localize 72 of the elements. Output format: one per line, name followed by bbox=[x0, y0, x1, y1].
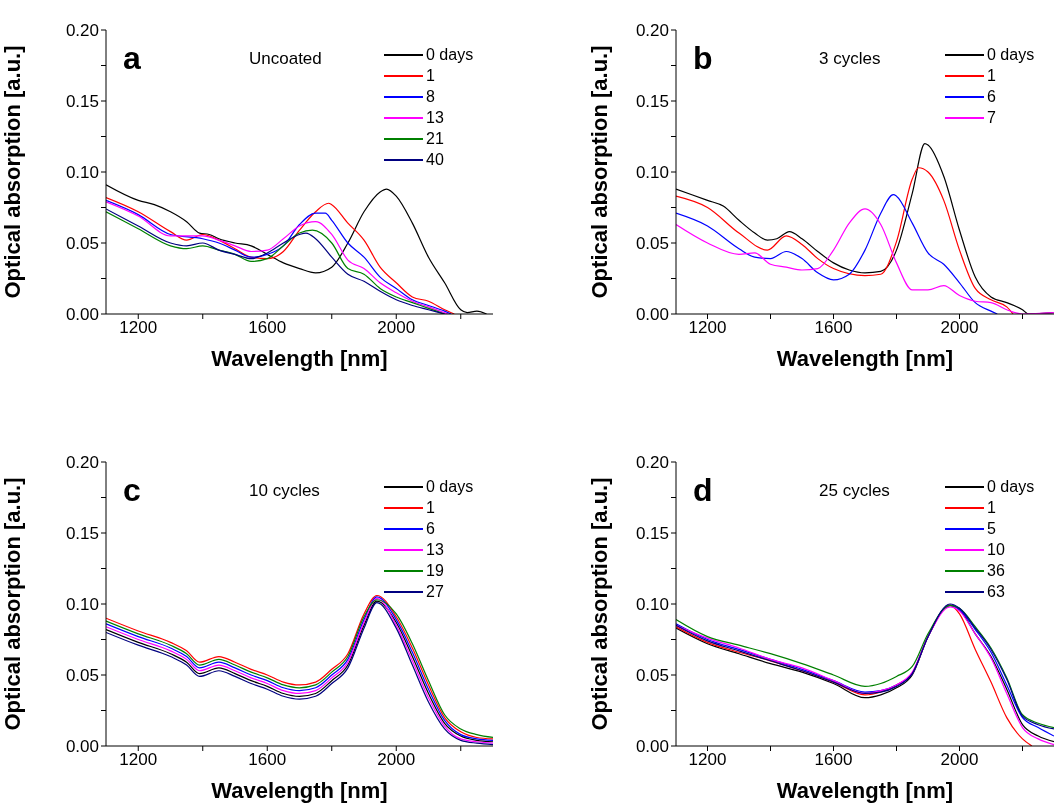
legend-label: 8 bbox=[426, 87, 435, 107]
y-tick-label: 0.00 bbox=[635, 737, 669, 757]
y-tick-label: 0.10 bbox=[635, 595, 669, 615]
y-tick-label: 0.05 bbox=[65, 666, 99, 686]
legend-label: 10 bbox=[987, 540, 1005, 560]
y-axis-title: Optical absorption [a.u.] bbox=[0, 45, 25, 299]
x-tick-label: 2000 bbox=[940, 750, 979, 770]
y-tick-label: 0.15 bbox=[65, 524, 99, 544]
legend-label: 1 bbox=[987, 66, 996, 86]
y-tick-label: 0.20 bbox=[65, 453, 99, 473]
legend-label: 5 bbox=[987, 519, 996, 539]
y-tick-label: 0.00 bbox=[65, 737, 99, 757]
x-tick-label: 2000 bbox=[940, 318, 979, 338]
y-tick-label: 0.15 bbox=[635, 92, 669, 112]
y-tick-label: 0.10 bbox=[635, 163, 669, 183]
legend-label: 27 bbox=[426, 582, 444, 602]
x-tick-label: 1600 bbox=[814, 318, 853, 338]
chart-title: c bbox=[123, 472, 141, 508]
x-tick-label: 1200 bbox=[119, 750, 158, 770]
x-axis-title: Wavelength [nm] bbox=[211, 777, 388, 803]
y-tick-label: 0.20 bbox=[635, 453, 669, 473]
annotation: Uncoated bbox=[249, 49, 322, 68]
y-tick-label: 0.20 bbox=[65, 21, 99, 41]
y-tick-label: 0.15 bbox=[65, 92, 99, 112]
x-tick-label: 1600 bbox=[814, 750, 853, 770]
x-axis-title: Wavelength [nm] bbox=[776, 777, 954, 803]
legend-label: 63 bbox=[987, 582, 1005, 602]
line-series bbox=[676, 194, 998, 314]
legend-label: 21 bbox=[426, 129, 444, 149]
y-tick-label: 0.00 bbox=[65, 305, 99, 325]
chart-title: d bbox=[693, 472, 713, 508]
legend-label: 36 bbox=[987, 561, 1005, 581]
chart-title: a bbox=[123, 40, 141, 76]
legend-label: 7 bbox=[987, 108, 996, 128]
x-tick-label: 1600 bbox=[248, 750, 287, 770]
y-axis-title: Optical absorption [a.u.] bbox=[586, 477, 612, 731]
y-tick-label: 0.20 bbox=[635, 21, 669, 41]
legend-label: 1 bbox=[426, 66, 435, 86]
legend-label: 1 bbox=[426, 498, 435, 518]
y-tick-label: 0.10 bbox=[65, 595, 99, 615]
annotation: 25 cycles bbox=[819, 481, 890, 500]
chart-title: b bbox=[693, 40, 713, 76]
legend-label: 6 bbox=[987, 87, 996, 107]
y-tick-label: 0.10 bbox=[65, 163, 99, 183]
x-tick-label: 2000 bbox=[377, 318, 416, 338]
legend-label: 0 days bbox=[987, 45, 1035, 65]
legend-label: 40 bbox=[426, 150, 444, 170]
x-axis-title: Wavelength [nm] bbox=[776, 345, 954, 371]
legend-label: 13 bbox=[426, 540, 444, 560]
legend-label: 0 days bbox=[987, 477, 1035, 497]
legend-label: 0 days bbox=[426, 45, 474, 65]
y-axis-title: Optical absorption [a.u.] bbox=[586, 45, 612, 299]
y-tick-label: 0.15 bbox=[635, 524, 669, 544]
annotation: 10 cycles bbox=[249, 481, 320, 500]
y-tick-label: 0.00 bbox=[635, 305, 669, 325]
x-tick-label: 1600 bbox=[248, 318, 287, 338]
y-axis-title: Optical absorption [a.u.] bbox=[0, 477, 25, 731]
x-axis-title: Wavelength [nm] bbox=[211, 345, 388, 371]
legend-label: 0 days bbox=[426, 477, 474, 497]
line-series bbox=[676, 167, 1014, 314]
x-tick-label: 1200 bbox=[688, 750, 727, 770]
legend-label: 6 bbox=[426, 519, 435, 539]
x-tick-label: 1200 bbox=[688, 318, 727, 338]
legend-label: 19 bbox=[426, 561, 444, 581]
y-tick-label: 0.05 bbox=[635, 234, 669, 254]
y-tick-label: 0.05 bbox=[65, 234, 99, 254]
x-tick-label: 2000 bbox=[377, 750, 416, 770]
annotation: 3 cycles bbox=[819, 49, 881, 68]
y-tick-label: 0.05 bbox=[635, 666, 669, 686]
x-tick-label: 1200 bbox=[119, 318, 158, 338]
legend-label: 13 bbox=[426, 108, 444, 128]
legend-label: 1 bbox=[987, 498, 996, 518]
